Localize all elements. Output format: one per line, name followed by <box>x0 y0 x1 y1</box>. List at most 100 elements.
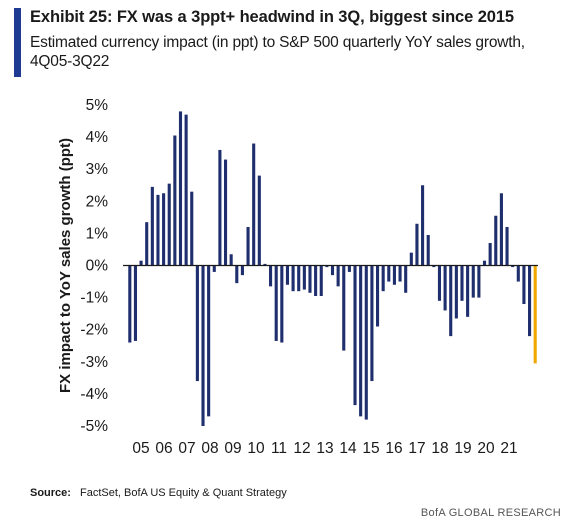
y-tick-label: 2% <box>86 193 109 210</box>
bar <box>437 265 442 301</box>
x-tick-label: 12 <box>293 440 310 457</box>
bar <box>381 265 385 292</box>
source-label: Source: <box>30 487 71 499</box>
bar <box>252 143 256 266</box>
bar <box>162 193 166 266</box>
bar <box>482 260 487 266</box>
x-tick-label: 19 <box>454 440 471 457</box>
chart-title: Exhibit 25: FX was a 3ppt+ headwind in 3… <box>30 8 515 26</box>
bar <box>280 265 284 343</box>
bar <box>212 265 216 272</box>
x-tick-label: 14 <box>339 440 357 457</box>
bar <box>246 226 250 266</box>
source-note: Source: FactSet, BofA US Equity & Quant … <box>30 487 287 499</box>
bar <box>375 265 380 327</box>
bar <box>421 185 425 266</box>
bar <box>274 265 278 341</box>
bar <box>263 263 267 266</box>
bar <box>269 265 273 287</box>
bar <box>229 254 233 266</box>
bar <box>364 265 368 420</box>
fx-impact-chart: FX impact to YoY sales growth (ppt) 5% 4% 3… <box>57 97 538 457</box>
bar <box>178 111 183 266</box>
bar <box>173 135 177 266</box>
bar <box>499 193 503 266</box>
x-tick-label: 20 <box>477 440 495 457</box>
bar <box>297 265 301 292</box>
bar <box>443 265 447 311</box>
x-tick-label: 16 <box>385 440 402 457</box>
bar <box>353 265 357 406</box>
bar <box>285 265 290 285</box>
bar <box>522 265 526 305</box>
x-tick-label: 17 <box>408 440 425 457</box>
bar <box>409 252 413 266</box>
bar <box>201 265 205 426</box>
bar <box>471 265 475 298</box>
y-tick-label: 3% <box>86 161 109 178</box>
chart-subtitle: Estimated currency impact (in ppt) to S&… <box>30 34 525 70</box>
bar <box>133 265 137 341</box>
bar <box>415 223 419 266</box>
x-tick-label: 15 <box>362 440 379 457</box>
bar <box>150 186 154 266</box>
footer-brand: BofA GLOBAL RESEARCH <box>420 507 561 519</box>
bar <box>257 175 261 266</box>
bar <box>167 183 171 266</box>
bar <box>325 265 329 268</box>
y-tick-label: -5% <box>80 418 108 435</box>
bar <box>494 215 498 266</box>
y-tick-label: 4% <box>86 129 109 146</box>
bar <box>184 114 188 266</box>
x-tick-label: 08 <box>201 440 218 457</box>
x-tick-label: 07 <box>178 440 195 457</box>
bar <box>359 265 363 417</box>
bar <box>240 265 244 276</box>
bar <box>156 194 160 266</box>
bar <box>291 265 295 292</box>
y-tick-label: 1% <box>86 225 109 242</box>
bar <box>308 265 312 293</box>
bar <box>218 149 222 266</box>
bar <box>454 265 458 319</box>
y-tick-label: 0% <box>86 258 109 275</box>
bar <box>302 265 306 290</box>
bar <box>460 265 464 301</box>
bar <box>336 265 340 287</box>
x-tick-label: 18 <box>431 440 448 457</box>
title-accent-bar <box>14 8 21 77</box>
y-tick-label: -1% <box>80 290 108 307</box>
bar <box>511 265 515 268</box>
bar <box>426 235 430 266</box>
bar <box>449 265 453 337</box>
x-tick-label: 21 <box>500 440 517 457</box>
bar <box>235 265 239 284</box>
bar <box>145 222 149 266</box>
bar <box>370 265 374 382</box>
bar <box>392 265 396 285</box>
bar <box>398 265 402 282</box>
bar <box>190 191 194 266</box>
bar <box>477 265 481 298</box>
x-tick-label: 10 <box>247 440 265 457</box>
x-tick-label: 09 <box>224 440 241 457</box>
y-tick-label: -3% <box>80 354 108 371</box>
bar-highlight <box>533 265 537 364</box>
x-tick-label: 11 <box>271 440 287 457</box>
bar <box>128 265 132 343</box>
bar <box>195 265 199 382</box>
bar <box>330 265 335 276</box>
y-tick-label: 5% <box>86 97 109 114</box>
bar <box>207 265 211 417</box>
y-tick-label: -4% <box>80 386 108 403</box>
bar <box>314 265 318 296</box>
bar <box>505 226 509 266</box>
bar <box>404 265 408 293</box>
bar <box>516 265 520 282</box>
bar <box>319 265 323 296</box>
x-tick-label: 06 <box>155 440 172 457</box>
bar <box>528 265 532 337</box>
bar <box>139 260 143 266</box>
y-axis-label: FX impact to YoY sales growth (ppt) <box>57 138 74 393</box>
bar <box>466 265 470 317</box>
